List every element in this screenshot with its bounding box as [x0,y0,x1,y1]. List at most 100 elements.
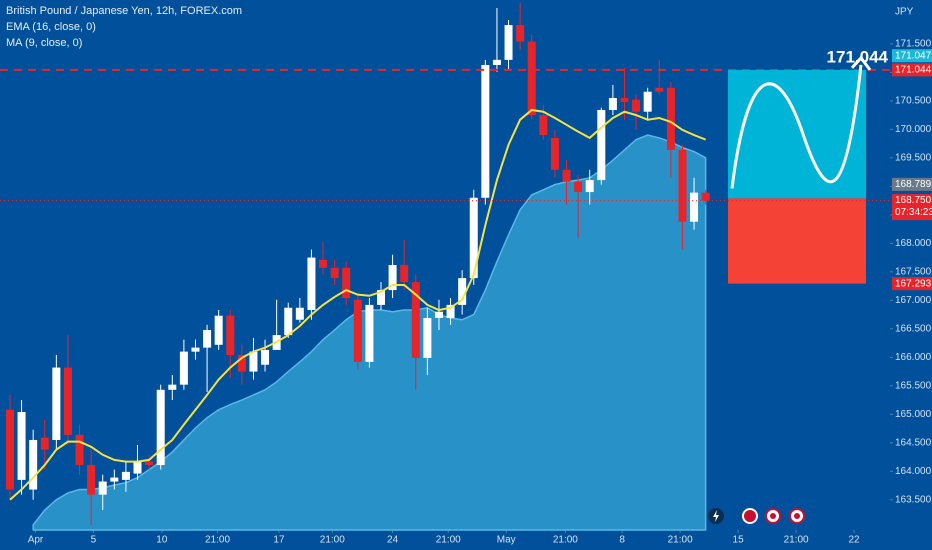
candle-body [353,299,362,362]
icon [742,508,758,524]
candle-body [145,461,154,466]
y-tick-label: 169.500 [895,153,932,164]
candle-body [690,192,699,222]
candle-body [411,282,420,358]
price-tag [892,63,932,77]
x-tick-label: 24 [387,535,399,546]
event-icons [708,508,805,524]
price-tag-label: 171.044 [895,65,932,76]
candle-body [98,481,107,495]
y-tick-label: 167.000 [895,295,932,306]
candle-body [226,315,235,356]
x-tick-label: 17 [273,535,285,546]
icon [713,510,719,522]
profit-zone [728,69,866,199]
icon [770,513,776,519]
candle-body [492,59,501,65]
candle-body [52,367,61,440]
candle-body [203,329,212,348]
x-tick-label: 15 [733,535,745,546]
candle-body [400,265,409,283]
candle-body [423,318,432,358]
candle-body [376,290,385,305]
legend-entry: EMA (16, close, 0) [6,21,96,33]
candle-body [527,41,536,116]
candle-body [29,439,38,490]
y-tick-label: 171.500 [895,39,932,50]
candle-body [87,465,96,495]
x-tick-label: 21:00 [668,535,693,546]
y-tick-label: 166.500 [895,323,932,334]
x-tick-label: May [497,535,516,546]
candle-body [446,304,455,318]
y-tick-label: 164.000 [895,466,932,477]
projection-curve [730,64,863,189]
candle-body [574,181,583,193]
price-tag [892,177,932,191]
candle-body [75,434,84,466]
candle-body [481,64,490,198]
legend: British Pound / Japanese Yen, 12h, FOREX… [6,5,242,49]
candle-body [5,409,14,490]
candle-body [434,311,443,318]
candle-body [632,99,641,112]
price-tag-label: 167.293 [895,278,932,289]
x-tick-label: 22 [848,535,860,546]
candle-body [597,109,606,181]
x-tick-label: 21:00 [320,535,345,546]
candle-body [585,180,594,193]
candle-body [330,267,339,279]
candle-body [655,87,664,92]
candle-body [156,389,165,466]
x-tick-label: 21:00 [553,535,578,546]
x-tick-label: 8 [619,535,625,546]
target-text: 171.044 [827,47,889,66]
candle-body [295,307,304,320]
candle-body [40,437,49,450]
currency-label: JPY [895,7,914,18]
loss-zone [728,198,866,284]
ema-line [9,108,707,501]
candle-body [608,98,617,110]
candle-body [237,355,246,372]
candle-body [458,278,467,305]
x-tick-label: 21:00 [205,535,230,546]
y-tick-label: 164.500 [895,437,932,448]
candle-body [319,259,328,268]
candle-body [307,257,316,311]
candle-body [214,315,223,345]
candle-body [17,412,26,480]
candle-body [133,461,142,474]
candle-body [516,25,525,42]
y-tick-label: 167.500 [895,266,932,277]
candle-body [504,25,513,60]
candle-body [620,98,629,103]
x-tick-label: 5 [91,535,97,546]
x-tick-label: Apr [28,535,44,546]
legend-entry: MA (9, close, 0) [6,37,82,49]
candle-body [191,347,200,352]
candle-body [365,304,374,362]
y-tick-label: 165.000 [895,409,932,420]
candle-body [539,115,548,136]
icon [794,513,800,519]
candle-body [562,169,571,182]
y-tick-label: 168.000 [895,238,932,249]
x-tick-label: 21:00 [784,535,809,546]
candle-body [261,349,270,365]
price-tag [892,49,932,63]
candle-body [63,367,72,435]
candle-body [284,307,293,336]
candle-body [249,351,258,372]
y-tick-label: 170.500 [895,96,932,107]
candle-body [678,149,687,222]
y-tick-label: 170.000 [895,124,932,135]
y-tick-label: 165.500 [895,380,932,391]
x-tick-label: 21:00 [436,535,461,546]
candle-body [168,384,177,390]
candle-body [550,137,559,170]
price-tag [892,277,932,291]
countdown: 07:34:23 [895,207,932,218]
